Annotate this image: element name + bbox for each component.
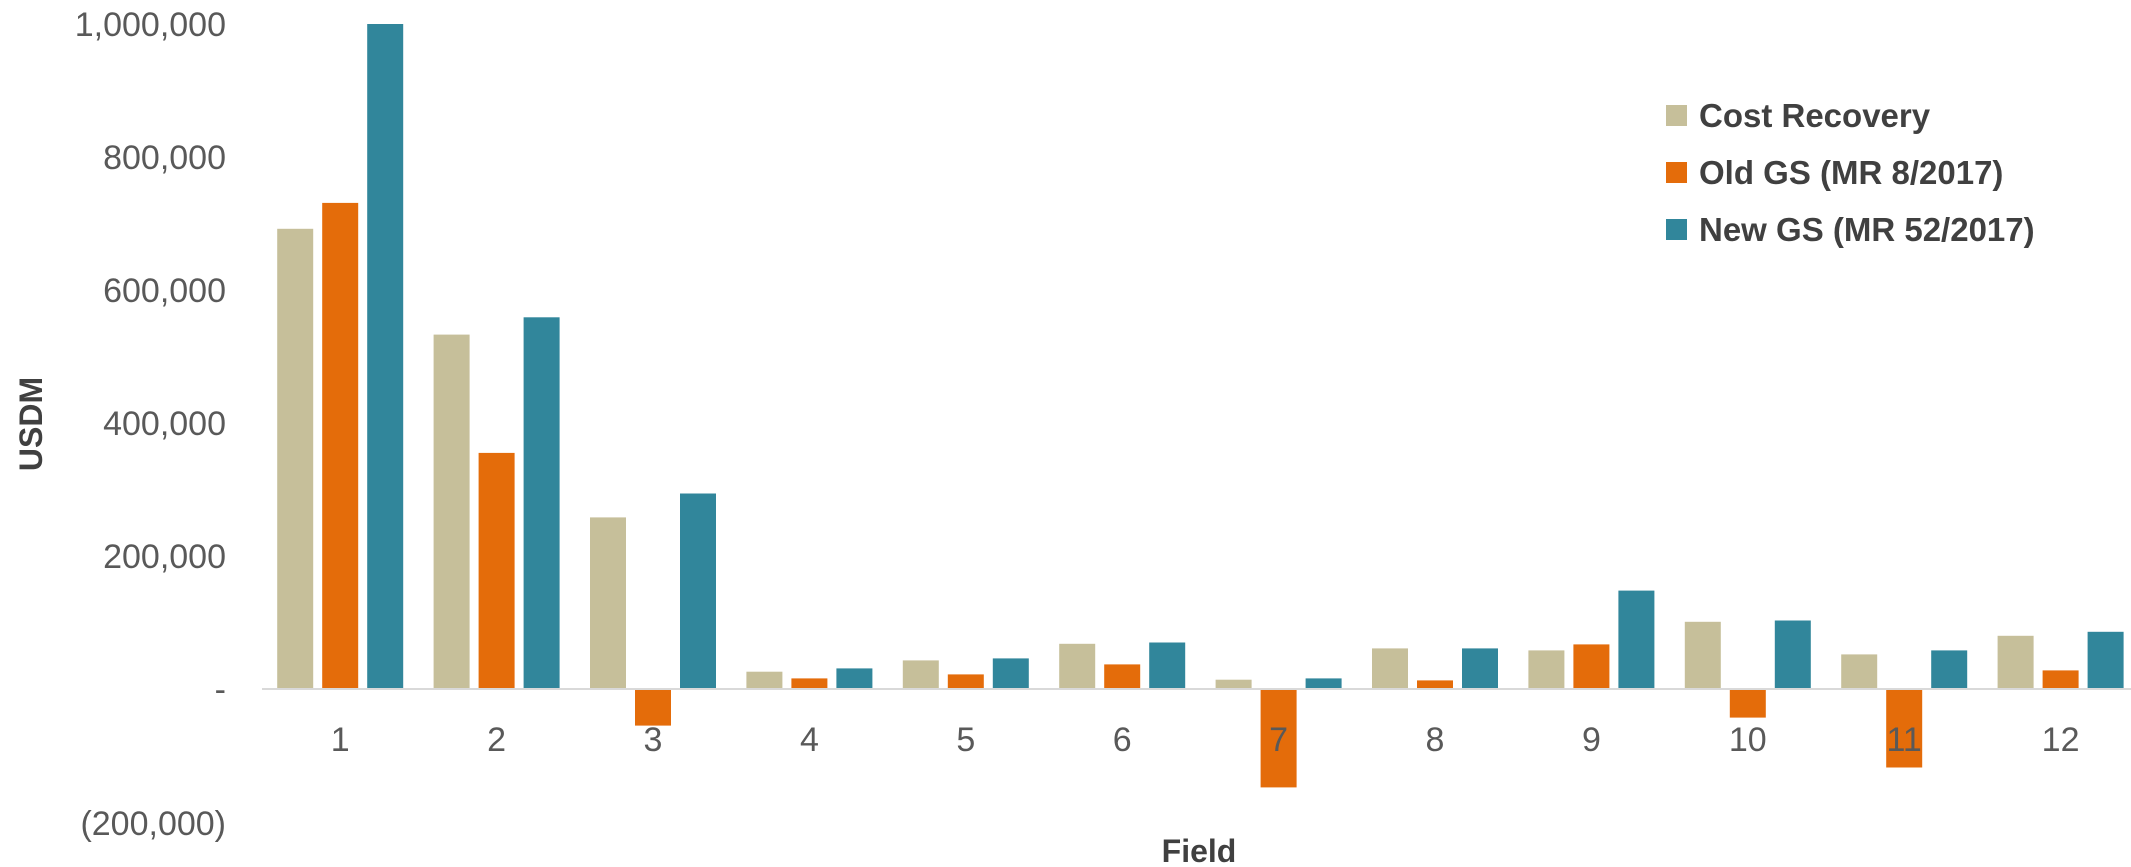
bar-field-8-series-3 — [1462, 648, 1498, 689]
bar-field-3-series-1 — [590, 517, 626, 689]
bar-field-10-series-3 — [1774, 620, 1811, 689]
legend-label: Old GS (MR 8/2017) — [1699, 154, 2003, 191]
bar-field-6-series-1 — [1059, 643, 1096, 689]
bar-field-5-series-1 — [902, 660, 939, 689]
bar-field-4-series-3 — [836, 668, 873, 689]
x-axis-title: Field — [1162, 833, 1237, 867]
legend-swatch — [1666, 105, 1687, 126]
bar-field-8-series-2 — [1417, 680, 1453, 689]
bars — [277, 24, 2124, 788]
legend-swatch — [1666, 219, 1687, 240]
bar-field-10-series-2 — [1729, 689, 1766, 718]
bar-field-6-series-2 — [1104, 664, 1141, 689]
bar-field-2-series-2 — [478, 452, 515, 689]
x-tick-label: 9 — [1582, 721, 1601, 759]
legend-swatch — [1666, 162, 1687, 183]
bar-field-2-series-1 — [433, 334, 470, 689]
x-axis-ticks: 1 2 3 4 5 6 7 8 9 10 11 12 — [331, 721, 2080, 759]
y-tick-label: 1,000,000 — [75, 6, 226, 44]
y-tick-label: 600,000 — [103, 272, 226, 310]
y-tick-label: - — [215, 671, 226, 709]
legend-label: Cost Recovery — [1699, 97, 1931, 134]
bar-field-6-series-3 — [1149, 642, 1186, 689]
y-axis-ticks: (200,000) - 200,000 400,000 600,000 800,000 1,… — [75, 6, 226, 843]
x-tick-label: 12 — [2042, 721, 2080, 759]
x-tick-label: 2 — [487, 721, 506, 759]
bar-field-7-series-1 — [1215, 679, 1252, 689]
bar-field-12-series-3 — [2087, 631, 2124, 689]
bar-field-10-series-1 — [1684, 621, 1721, 689]
x-tick-label: 10 — [1729, 721, 1767, 759]
y-tick-label: (200,000) — [80, 805, 226, 843]
bar-field-2-series-3 — [523, 317, 560, 689]
y-axis-title: USDM — [13, 377, 49, 471]
x-tick-label: 7 — [1269, 721, 1288, 759]
x-tick-label: 3 — [644, 721, 663, 759]
bar-field-9-series-3 — [1618, 590, 1655, 689]
y-tick-label: 800,000 — [103, 139, 226, 177]
bar-field-11-series-1 — [1841, 654, 1878, 689]
x-tick-label: 5 — [956, 721, 975, 759]
bar-field-12-series-2 — [2042, 670, 2079, 689]
bar-field-1-series-3 — [367, 24, 404, 689]
bar-field-3-series-3 — [680, 493, 716, 689]
bar-field-3-series-2 — [635, 689, 671, 726]
y-tick-label: 400,000 — [103, 405, 226, 443]
bar-field-1-series-2 — [322, 202, 359, 689]
legend-label: New GS (MR 52/2017) — [1699, 211, 2035, 248]
x-tick-label: 6 — [1113, 721, 1132, 759]
bar-field-1-series-1 — [277, 228, 314, 690]
bar-field-11-series-3 — [1931, 650, 1968, 689]
bar-field-9-series-2 — [1573, 644, 1610, 689]
x-tick-label: 4 — [800, 721, 819, 759]
bar-field-7-series-3 — [1305, 678, 1342, 689]
x-tick-label: 11 — [1887, 721, 1922, 759]
bar-field-7-series-2 — [1260, 689, 1297, 788]
bar-field-4-series-2 — [791, 678, 828, 689]
bar-field-4-series-1 — [746, 671, 783, 689]
bar-field-9-series-1 — [1528, 650, 1565, 689]
bar-field-5-series-3 — [992, 658, 1029, 689]
bar-field-8-series-1 — [1372, 648, 1408, 689]
x-tick-label: 8 — [1426, 721, 1445, 759]
bar-field-12-series-1 — [1997, 635, 2034, 689]
legend: Cost Recovery Old GS (MR 8/2017) New GS (M… — [1666, 97, 2035, 248]
bar-field-11-series-2 — [1886, 689, 1923, 768]
bar-field-5-series-2 — [947, 674, 984, 689]
x-tick-label: 1 — [331, 721, 350, 759]
y-tick-label: 200,000 — [103, 538, 226, 576]
